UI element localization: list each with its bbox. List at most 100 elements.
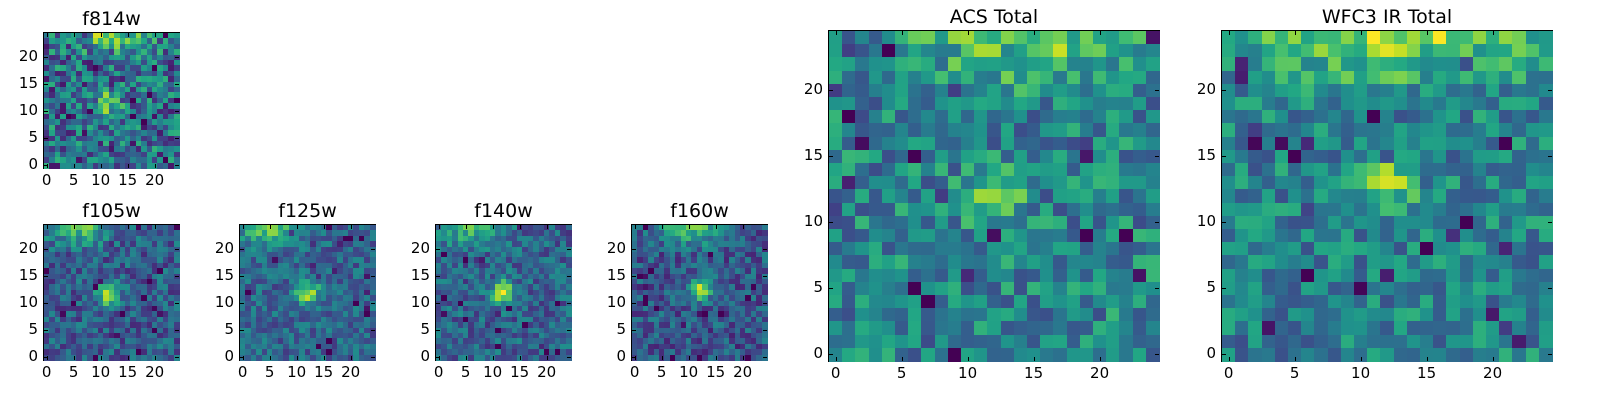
pixel-cell <box>114 306 121 312</box>
pixel-cell <box>1248 123 1263 138</box>
pixel-cell <box>331 273 338 280</box>
pixel-cell <box>103 130 110 137</box>
pixel-cell <box>71 230 77 237</box>
pixel-cell <box>686 235 692 242</box>
pixel-cell <box>71 103 77 110</box>
pixel-cell <box>1119 334 1134 349</box>
pixel-cell <box>696 262 703 269</box>
x-tick-mark <box>715 225 717 229</box>
pixel-cell <box>1486 255 1500 270</box>
pixel-cell <box>277 257 284 264</box>
pixel-cell <box>855 268 870 283</box>
pixel-cell <box>1340 347 1355 362</box>
pixel-cell <box>135 76 142 83</box>
pixel-cell <box>157 306 164 312</box>
pixel-cell <box>103 70 110 77</box>
pixel-cell <box>157 54 164 61</box>
pixel-cell <box>691 246 698 253</box>
pixel-cell <box>141 311 148 318</box>
pixel-cell <box>707 279 714 285</box>
pixel-cell <box>98 38 104 45</box>
pixel-cell <box>157 262 164 269</box>
pixel-cell <box>98 130 104 137</box>
pixel-cell <box>718 268 725 275</box>
pixel-cell <box>358 230 365 237</box>
pixel-cell <box>1274 281 1289 296</box>
pixel-cell <box>1512 215 1527 230</box>
pixel-cell <box>441 338 448 345</box>
pixel-cell <box>495 289 502 296</box>
pixel-cell <box>1119 189 1134 204</box>
pixel-cell <box>1314 215 1329 230</box>
pixel-cell <box>761 349 768 356</box>
pixel-cell <box>947 44 962 58</box>
pixel-cell <box>1406 110 1421 124</box>
pixel-cell <box>961 136 975 151</box>
pixel-cell <box>522 354 529 361</box>
pixel-cell <box>76 354 83 361</box>
pixel-cell <box>146 311 153 318</box>
pixel-cell <box>522 246 529 253</box>
x-tick-label: 20 <box>1090 364 1110 382</box>
pixel-cell <box>130 268 137 275</box>
pixel-cell <box>256 338 263 345</box>
pixel-cell <box>895 163 909 177</box>
pixel-cell <box>245 343 252 350</box>
pixel-cell <box>157 65 164 72</box>
pixel-cell <box>125 97 131 104</box>
pixel-cell <box>114 284 121 291</box>
pixel-cell <box>718 322 725 329</box>
pixel-cell <box>1433 83 1447 98</box>
pixel-cell <box>446 306 453 312</box>
pixel-cell <box>146 262 153 269</box>
pixel-cell <box>44 241 50 248</box>
pixel-cell <box>304 327 311 334</box>
pixel-cell <box>1261 31 1276 45</box>
pixel-cell <box>740 343 746 350</box>
pixel-cell <box>1248 83 1263 98</box>
pixel-cell <box>686 262 692 269</box>
pixel-cell <box>1145 215 1160 230</box>
pixel-cell <box>829 347 843 362</box>
pixel-cell <box>490 268 496 275</box>
pixel-cell <box>267 306 273 312</box>
pixel-cell <box>130 306 137 312</box>
y-tick-mark <box>240 330 244 332</box>
pixel-cell <box>1433 308 1447 322</box>
pixel-cell <box>637 225 644 231</box>
y-tick-mark <box>44 138 48 140</box>
pixel-cell <box>517 289 523 296</box>
x-tick-mark <box>1360 31 1362 35</box>
pixel-cell <box>506 338 513 345</box>
y-tick-mark <box>44 330 48 332</box>
pixel-cell <box>533 225 540 231</box>
pixel-cell <box>1327 295 1342 309</box>
pixel-cell <box>1261 215 1276 230</box>
pixel-cell <box>162 311 169 318</box>
y-tick-mark <box>763 249 767 251</box>
pixel-cell <box>560 311 567 318</box>
pixel-cell <box>315 241 322 248</box>
pixel-cell <box>544 235 550 242</box>
x-tick-mark <box>465 356 467 360</box>
pixel-cell <box>1446 123 1461 138</box>
pixel-cell <box>331 257 338 264</box>
pixel-cell <box>446 246 453 253</box>
pixel-cell <box>1106 202 1120 217</box>
pixel-cell <box>691 289 698 296</box>
pixel-cell <box>517 246 523 253</box>
pixel-cell <box>168 162 175 169</box>
pixel-cell <box>44 349 50 356</box>
pixel-cell <box>1406 189 1421 204</box>
pixel-cell <box>87 354 94 361</box>
pixel-cell <box>135 124 142 131</box>
pixel-cell <box>745 349 752 356</box>
pixel-cell <box>1486 70 1500 85</box>
pixel-cell <box>718 230 725 237</box>
pixel-cell <box>908 57 922 72</box>
pixel-cell <box>304 284 311 291</box>
pixel-cell <box>49 338 56 345</box>
pixel-cell <box>1288 163 1302 177</box>
pixel-cell <box>463 273 469 280</box>
pixel-cell <box>369 349 376 356</box>
